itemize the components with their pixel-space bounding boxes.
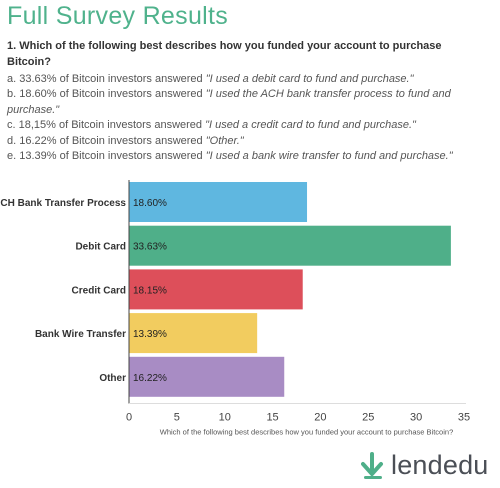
lendedu-logo-icon <box>361 452 383 479</box>
data-label: 33.63% <box>133 242 167 253</box>
answer-item: b. 18.60% of Bitcoin investors answered … <box>7 88 451 116</box>
bar <box>129 225 451 266</box>
category-label: Other <box>99 373 126 384</box>
category-label: Credit Card <box>72 285 126 296</box>
x-tick-label: 20 <box>314 412 326 424</box>
x-tick-label: 35 <box>458 412 470 424</box>
x-tick-label: 10 <box>219 412 231 424</box>
category-label: Debit Card <box>75 242 126 253</box>
data-label: 16.22% <box>133 373 167 384</box>
data-label: 13.39% <box>133 329 167 340</box>
data-label: 18.60% <box>133 198 167 209</box>
lendedu-logo: lendedu <box>361 449 489 481</box>
answer-item: c. 18,15% of Bitcoin investors answered … <box>7 119 416 132</box>
data-label: 18.15% <box>133 285 167 296</box>
x-tick-label: 5 <box>174 412 180 424</box>
bar <box>129 313 258 354</box>
x-tick-label: 25 <box>362 412 374 424</box>
page-title: Full Survey Results <box>7 2 229 30</box>
answer-list: a. 33.63% of Bitcoin investors answered … <box>7 72 495 164</box>
bar <box>129 269 303 310</box>
survey-question: 1. Which of the following best describes… <box>7 40 442 68</box>
answer-item: d. 16.22% of Bitcoin investors answered … <box>7 134 244 147</box>
bar <box>129 182 308 222</box>
category-label: ACH Bank Transfer Process <box>0 198 126 209</box>
answer-item: a. 33.63% of Bitcoin investors answered … <box>7 73 414 85</box>
answer-item: e. 13.39% of Bitcoin investors answered … <box>7 150 453 163</box>
category-label: Bank Wire Transfer <box>35 329 126 340</box>
x-tick-label: 30 <box>410 412 422 424</box>
bar-chart-svg: ACH Bank Transfer Process 18.60% Debit Car… <box>0 180 470 437</box>
x-tick-label: 0 <box>126 412 132 424</box>
bar-chart: ACH Bank Transfer Process 18.60% Debit Car… <box>0 172 500 437</box>
x-axis-title: Which of the following best describes ho… <box>160 428 454 437</box>
logo-text: lendedu <box>391 449 489 480</box>
bar <box>129 356 285 397</box>
x-tick-label: 15 <box>266 412 278 424</box>
